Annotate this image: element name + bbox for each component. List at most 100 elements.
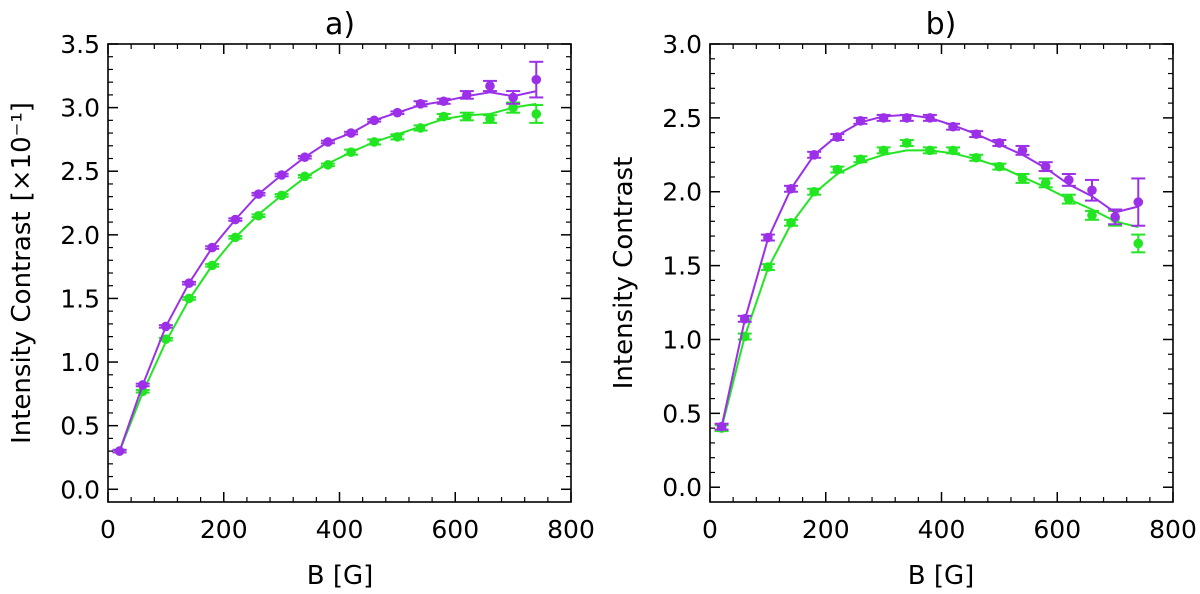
- panel-a-purple-data-point: [369, 116, 379, 126]
- panel-b-green-data-point: [1018, 174, 1028, 184]
- panel-b-green-data-point: [971, 153, 981, 163]
- panel-a-purple-data-point: [393, 108, 403, 118]
- panel-b-purple-data-point: [948, 122, 958, 132]
- panel-b-green-data-point: [809, 187, 819, 197]
- panel-a-green-data-point: [531, 109, 541, 119]
- panel-b-x-axis-label: B [G]: [908, 561, 975, 591]
- panel-b-purple-data-point: [1041, 162, 1051, 172]
- panel-b-y-tick-label: 0.5: [662, 399, 702, 428]
- panel-a-purple-data-point: [416, 99, 426, 109]
- panel-b-y-tick-label: 0.0: [662, 473, 702, 502]
- panel-a-x-tick-label: 200: [200, 515, 248, 544]
- panel-b-purple-data-point: [1110, 212, 1120, 222]
- panel-b-purple-data-point: [786, 184, 796, 194]
- panel-a-green-data-point: [323, 160, 333, 170]
- panel-a-y-tick-label: 2.0: [60, 221, 100, 250]
- panel-b-x-tick-label: 400: [918, 515, 966, 544]
- panel-a-green-data-point: [485, 114, 495, 124]
- panel-b-green-data-point: [902, 138, 912, 148]
- panel-a-purple-data-point: [115, 446, 125, 456]
- panel-a-y-tick-label: 2.5: [60, 157, 100, 186]
- panel-a-purple-data-point: [231, 215, 241, 225]
- panel-a-green-data-point: [393, 132, 403, 142]
- panel-b-green-data-point: [1133, 239, 1143, 249]
- panel-b-y-tick-label: 2.5: [662, 104, 702, 133]
- panel-a-purple-data-point: [485, 81, 495, 91]
- panel-b-purple-data-point: [879, 113, 889, 123]
- panel-a-green-data-point: [300, 172, 310, 182]
- panel-a-purple-data-point: [508, 93, 518, 103]
- panel-b-green-data-point: [763, 262, 773, 272]
- panel-a-purple-data-point: [207, 243, 217, 253]
- panel-a-y-axis-unit: [×10⁻¹]: [7, 102, 37, 201]
- panel-a-purple-data-point: [184, 278, 194, 288]
- panel-b-green-data-point: [1064, 194, 1074, 204]
- panel-a-y-tick-label: 3.5: [60, 30, 100, 59]
- panel-b-green-data-point: [948, 146, 958, 156]
- panel-a-purple-data-point: [531, 75, 541, 85]
- panel-b-green-data-point: [833, 165, 843, 175]
- panel-a-green-data-point: [231, 233, 241, 243]
- panel-a-green-data-point: [416, 123, 426, 133]
- panel-b-green-data-point: [1041, 178, 1051, 188]
- panel-b-purple-data-point: [925, 113, 935, 123]
- panel-a-green-data-point: [346, 147, 356, 157]
- panel-b-ticks: 0 200 400 600 800 0.0 0.5 1.0 1.5 2.0 2.5 3.0: [662, 30, 1197, 544]
- panel-b-purple-data-point: [856, 116, 866, 126]
- panel-a-plot-area: [113, 62, 544, 456]
- panel-a-purple-data-point: [161, 322, 171, 332]
- panel-a-purple-data-point: [254, 189, 264, 199]
- panel-a-x-tick-label: 400: [316, 515, 364, 544]
- panel-a-y-axis-label-text: Intensity Contrast: [7, 211, 37, 444]
- panel-a-y-tick-label: 1.0: [60, 348, 100, 377]
- panel-b-y-axis-label: Intensity Contrast: [609, 157, 639, 390]
- panel-b-purple-data-point: [809, 150, 819, 160]
- panel-b-green-data-point: [786, 218, 796, 228]
- panel-b-purple-data-point: [763, 233, 773, 243]
- panel-b-purple-data-point: [1064, 175, 1074, 185]
- panel-a-green-data-point: [254, 211, 264, 221]
- panel-a-green-data-point: [277, 191, 287, 201]
- panel-b-green-data-point: [856, 154, 866, 164]
- panel-b-y-tick-label: 1.5: [662, 252, 702, 281]
- panel-b-x-tick-label: 800: [1149, 515, 1197, 544]
- panel-a-title: a): [325, 7, 355, 42]
- panel-a-y-axis-label: Intensity Contrast [×10⁻¹]: [7, 102, 37, 444]
- panel-a-y-tick-label: 0.5: [60, 412, 100, 441]
- panel-a-x-tick-label: 600: [431, 515, 479, 544]
- panel-a-green-data-point: [462, 112, 472, 122]
- panel-a-purple-data-point: [346, 128, 356, 138]
- panel-a-x-axis-label: B [G]: [307, 561, 374, 591]
- panel-b-purple-data-point: [1087, 185, 1097, 195]
- panel-b-purple-fit-line: [722, 115, 1139, 427]
- panel-a-purple-data-point: [462, 90, 472, 100]
- panel-b-green-data-point: [995, 162, 1005, 172]
- panel-a-purple-data-point: [323, 137, 333, 147]
- panel-b-x-tick-label: 600: [1033, 515, 1081, 544]
- panel-a-y-tick-label: 1.5: [60, 284, 100, 313]
- panel-b-green-data-point: [879, 146, 889, 156]
- panel-b-x-tick-label: 0: [702, 515, 718, 544]
- panel-a-axes-frame: [108, 44, 571, 502]
- panel-b-purple-data-point: [902, 113, 912, 123]
- panel-b-purple-data-point: [995, 138, 1005, 148]
- panel-a: a) 0 200 400 600 800 0.0 0.5 1.0 1.5 2.0 2.5 3.0 3.5…: [7, 7, 595, 591]
- panel-a-purple-data-point: [439, 96, 449, 106]
- panel-b-purple-data-point: [1018, 146, 1028, 156]
- panel-b-purple-data-point: [1133, 197, 1143, 207]
- panel-b-y-tick-label: 2.0: [662, 178, 702, 207]
- figure: a) 0 200 400 600 800 0.0 0.5 1.0 1.5 2.0 2.5 3.0 3.5…: [0, 0, 1200, 594]
- panel-b-purple-data-point: [717, 422, 727, 432]
- panel-a-green-data-point: [184, 294, 194, 304]
- panel-b-x-tick-label: 200: [802, 515, 850, 544]
- panel-a-green-data-point: [369, 137, 379, 147]
- panel-b-axes-frame: [710, 44, 1173, 502]
- panel-b-green-data-point: [1087, 211, 1097, 221]
- panel-b-purple-data-point: [740, 314, 750, 324]
- panel-b-green-data-point: [925, 146, 935, 156]
- panel-a-green-data-point: [439, 112, 449, 122]
- panel-a-y-tick-label: 3.0: [60, 94, 100, 123]
- panel-b-title: b): [926, 7, 957, 42]
- panel-a-green-data-point: [207, 261, 217, 271]
- panel-a-purple-data-point: [300, 152, 310, 162]
